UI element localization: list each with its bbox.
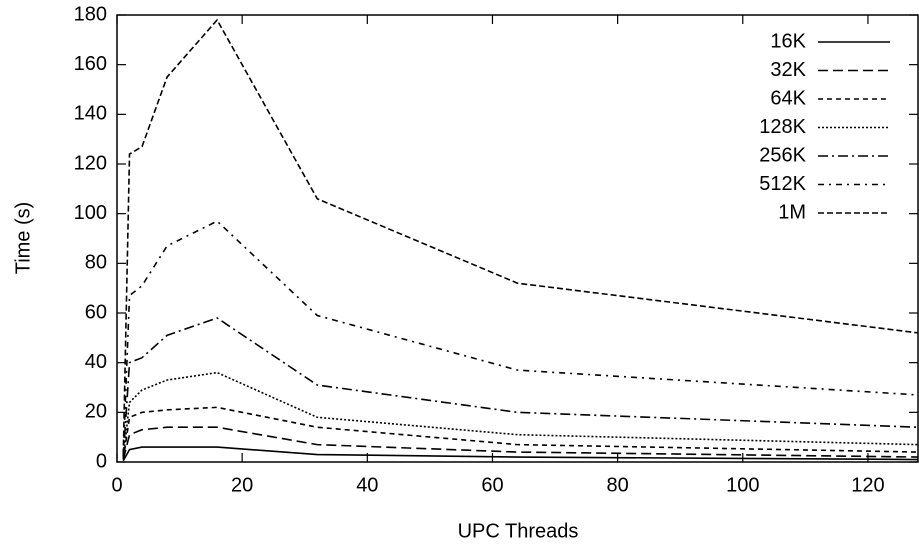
x-tick-label: 40 bbox=[356, 474, 378, 496]
y-tick-label: 140 bbox=[74, 103, 107, 125]
legend-label: 32K bbox=[770, 59, 806, 81]
y-tick-label: 20 bbox=[85, 401, 107, 423]
y-tick-label: 180 bbox=[74, 3, 107, 25]
legend-label: 64K bbox=[770, 87, 806, 109]
x-tick-label: 120 bbox=[851, 474, 884, 496]
y-axis-label: Time (s) bbox=[12, 202, 34, 275]
y-tick-label: 160 bbox=[74, 53, 107, 75]
legend-label: 1M bbox=[778, 201, 806, 223]
series-line bbox=[122, 426, 919, 460]
legend-label: 16K bbox=[770, 30, 806, 52]
x-tick-label: 0 bbox=[111, 474, 122, 496]
y-tick-label: 80 bbox=[85, 252, 107, 274]
y-tick-label: 100 bbox=[74, 202, 107, 224]
x-tick-label: 60 bbox=[481, 474, 503, 496]
legend-label: 256K bbox=[759, 144, 806, 166]
series-line bbox=[122, 220, 919, 456]
x-tick-label: 20 bbox=[231, 474, 253, 496]
plot-frame bbox=[116, 14, 919, 463]
y-tick-label: 0 bbox=[96, 450, 107, 472]
series-line bbox=[122, 406, 919, 460]
y-tick-label: 60 bbox=[85, 301, 107, 323]
series-line bbox=[122, 18, 919, 455]
x-tick-label: 80 bbox=[607, 474, 629, 496]
series-line bbox=[122, 371, 919, 459]
x-tick-label: 100 bbox=[726, 474, 759, 496]
x-axis-label: UPC Threads bbox=[458, 520, 579, 542]
series-line bbox=[122, 317, 919, 458]
series-line bbox=[122, 446, 919, 462]
y-tick-label: 40 bbox=[85, 351, 107, 373]
y-tick-label: 120 bbox=[74, 152, 107, 174]
legend-label: 512K bbox=[759, 173, 806, 195]
legend-label: 128K bbox=[759, 116, 806, 138]
